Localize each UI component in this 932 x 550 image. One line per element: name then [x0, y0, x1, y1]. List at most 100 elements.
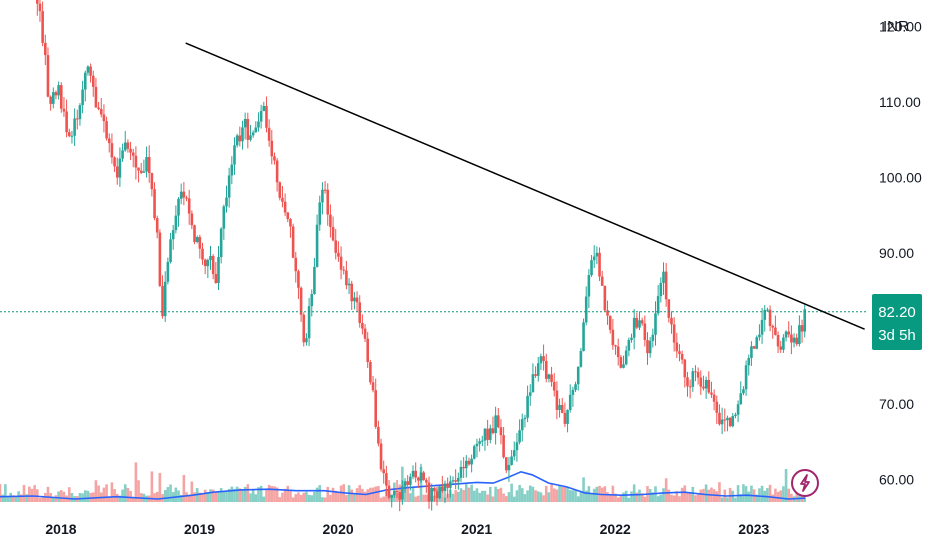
volume-bar [326, 486, 330, 502]
candle-body [345, 270, 348, 286]
candle-body [139, 170, 143, 173]
volume-bar [795, 493, 799, 502]
candle-body [747, 357, 751, 366]
candle-body [582, 322, 585, 352]
volume-bar [334, 490, 338, 502]
candle-body [182, 191, 186, 198]
volume-bar [534, 490, 537, 502]
candle-body [646, 340, 649, 354]
volume-bar [478, 492, 481, 502]
candle-body [555, 390, 559, 410]
volume-bar [539, 492, 543, 502]
candle-body [190, 213, 194, 226]
volume-bar [278, 497, 282, 502]
x-tick-label: 2021 [461, 521, 492, 537]
candle-body [486, 428, 489, 440]
candle-body [603, 285, 607, 311]
candle-body [118, 158, 122, 178]
candle-body [451, 480, 455, 482]
candle-body [488, 428, 492, 440]
volume-bar [542, 495, 545, 502]
volume-bar [267, 484, 271, 502]
volume-bar [83, 490, 87, 502]
volume-bar [454, 490, 457, 502]
volume-bar [494, 486, 497, 502]
candle-body [366, 338, 370, 363]
volume-bar [619, 495, 623, 502]
candle-body [579, 351, 583, 367]
volume-bar [86, 490, 90, 502]
volume-bar [566, 487, 569, 502]
candle-body [592, 256, 596, 261]
candle-body [270, 140, 274, 157]
candle-body [803, 309, 807, 332]
time-axis[interactable]: 2018 2019 2020 2021 2022 2023 [45, 521, 769, 537]
trendline[interactable] [185, 42, 865, 330]
volume-bar [20, 494, 23, 502]
candle-body [214, 274, 218, 283]
candle-body [233, 145, 236, 165]
candle-body [686, 377, 689, 387]
candle-body [395, 490, 399, 493]
volume-bar [680, 487, 684, 502]
candle-body [217, 257, 220, 283]
candle-body [734, 414, 737, 417]
candle-body [766, 309, 769, 311]
candle-body [635, 317, 639, 328]
volume-bar [121, 489, 124, 502]
candle-body [355, 297, 359, 303]
candle-body [742, 389, 745, 394]
candle-body [454, 480, 457, 482]
volume-bar [185, 492, 188, 502]
volume-bar [496, 488, 500, 502]
x-tick-label: 2019 [184, 521, 215, 537]
candle-body [126, 142, 130, 149]
volume-bar [491, 496, 495, 502]
candle-body [227, 175, 231, 198]
y-tick-label: 90.00 [879, 245, 914, 261]
candle-body [624, 350, 628, 365]
candle-body [598, 252, 601, 277]
candle-body [283, 201, 287, 213]
volume-bar [1, 494, 4, 502]
volume-bar [590, 493, 593, 502]
volume-bar [131, 496, 135, 502]
volume-bar [627, 497, 631, 502]
volume-bar [526, 490, 529, 502]
volume-bar [584, 490, 588, 502]
candle-body [297, 271, 300, 288]
candle-body [187, 198, 191, 214]
candle-body [361, 323, 364, 329]
candle-body [544, 360, 548, 379]
lightning-bolt-icon[interactable] [791, 469, 819, 497]
volume-bar [726, 497, 729, 502]
candle-body [584, 296, 588, 323]
volume-bar [323, 497, 327, 502]
volume-bar [62, 491, 66, 502]
candle-body [792, 337, 796, 343]
candle-body [41, 11, 44, 43]
volume-bar [592, 488, 596, 502]
candle-body [36, 0, 39, 4]
candle-body [307, 306, 311, 339]
candle-body [249, 135, 252, 140]
candle-body [315, 224, 319, 267]
volume-bar [38, 497, 42, 502]
volume-bar [414, 496, 417, 502]
candle-body [595, 252, 599, 257]
candle-body [318, 202, 322, 225]
volume-bar [406, 487, 409, 502]
candle-body [587, 275, 591, 297]
candle-body [688, 386, 692, 388]
candle-body [536, 363, 540, 376]
candle-body [726, 417, 729, 421]
candle-body [523, 417, 527, 420]
candle-body [305, 338, 308, 343]
volume-bar [536, 491, 540, 502]
volume-bar [465, 484, 468, 502]
candle-body [643, 323, 647, 341]
candle-body [422, 472, 425, 481]
volume-bar [507, 492, 511, 502]
